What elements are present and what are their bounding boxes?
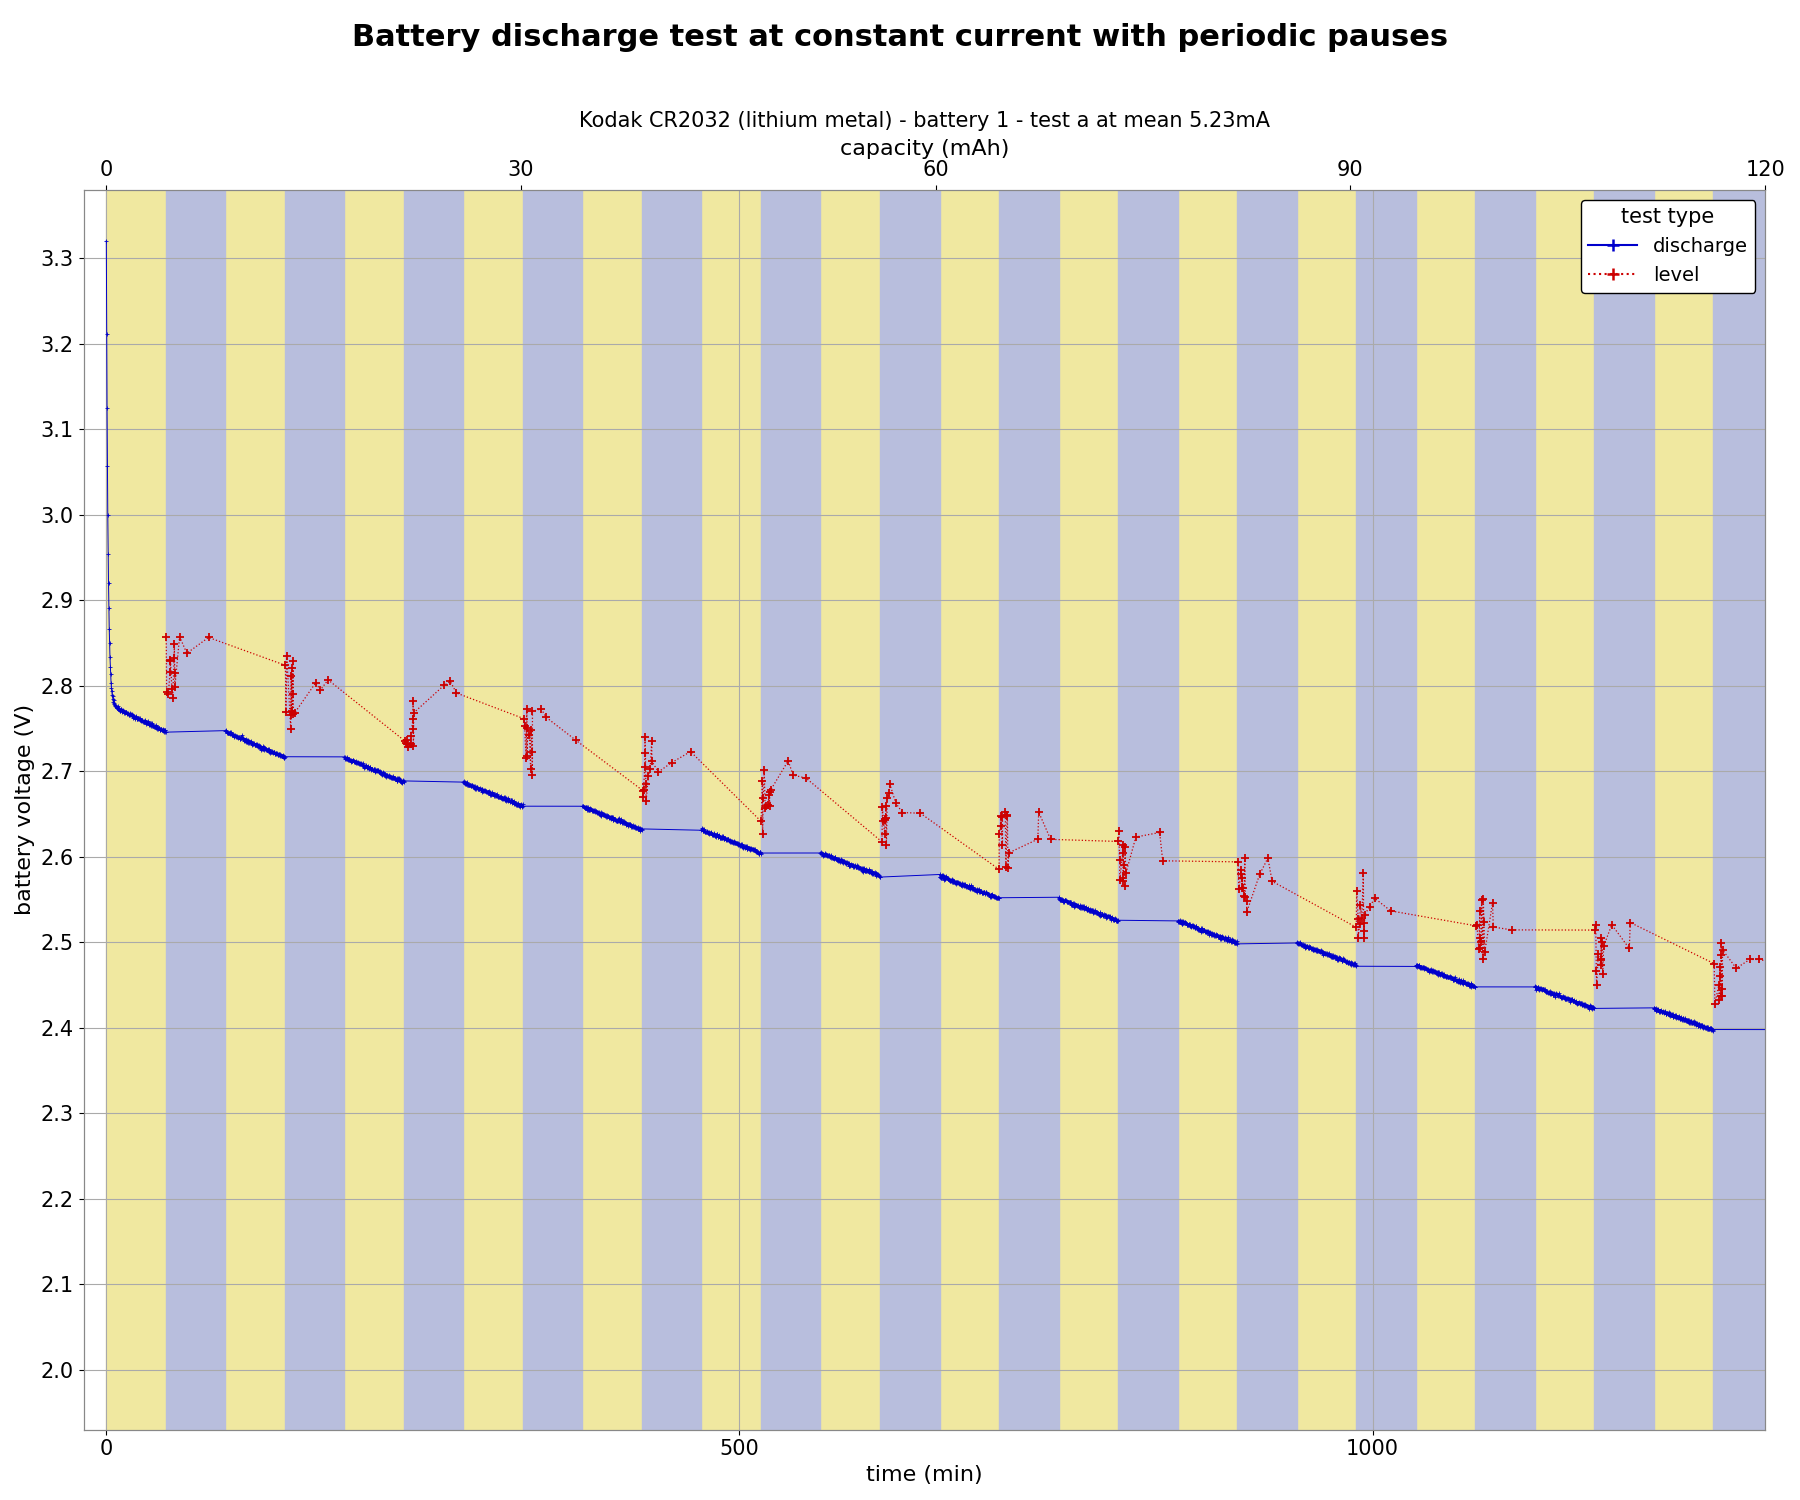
Bar bbox=[1766, 190, 1800, 1430]
Bar bbox=[106, 190, 166, 1430]
Bar bbox=[940, 190, 999, 1430]
Bar bbox=[225, 190, 284, 1430]
Bar bbox=[1766, 190, 1800, 1430]
X-axis label: time (min): time (min) bbox=[866, 1466, 983, 1485]
Bar bbox=[1654, 190, 1714, 1430]
Bar bbox=[1766, 190, 1800, 1430]
Bar bbox=[1766, 190, 1800, 1430]
Legend: discharge, level: discharge, level bbox=[1580, 200, 1755, 292]
Bar bbox=[1766, 190, 1773, 1430]
Bar bbox=[1766, 190, 1800, 1430]
level bbox=[520, 759, 542, 777]
discharge bbox=[223, 726, 245, 744]
Bar bbox=[1766, 190, 1800, 1430]
Bar bbox=[1766, 190, 1800, 1430]
discharge bbox=[95, 232, 117, 250]
Bar bbox=[463, 190, 524, 1430]
Bar bbox=[1766, 190, 1800, 1430]
Bar bbox=[1766, 190, 1800, 1430]
discharge bbox=[1782, 1029, 1800, 1047]
Line: level: level bbox=[162, 633, 1800, 1288]
Text: Battery discharge test at constant current with periodic pauses: Battery discharge test at constant curre… bbox=[353, 22, 1447, 51]
discharge bbox=[1656, 1005, 1678, 1023]
Line: discharge: discharge bbox=[104, 238, 1800, 1304]
Bar bbox=[1766, 190, 1800, 1430]
Bar bbox=[1296, 190, 1355, 1430]
Bar bbox=[1766, 190, 1800, 1430]
Bar bbox=[1766, 190, 1800, 1430]
Bar bbox=[284, 190, 344, 1430]
Bar bbox=[1766, 190, 1800, 1430]
Bar bbox=[1476, 190, 1535, 1430]
Bar bbox=[1766, 190, 1800, 1430]
Bar bbox=[1766, 190, 1800, 1430]
discharge bbox=[378, 766, 400, 784]
level bbox=[283, 684, 304, 702]
Bar bbox=[1766, 190, 1800, 1430]
Bar bbox=[880, 190, 940, 1430]
Bar bbox=[1177, 190, 1237, 1430]
level bbox=[155, 627, 176, 645]
Bar bbox=[583, 190, 643, 1430]
Bar bbox=[166, 190, 225, 1430]
Bar bbox=[821, 190, 880, 1430]
Bar bbox=[1237, 190, 1296, 1430]
Bar bbox=[1766, 190, 1800, 1430]
Bar bbox=[1415, 190, 1476, 1430]
Bar bbox=[643, 190, 702, 1430]
Bar bbox=[1766, 190, 1800, 1430]
Bar bbox=[999, 190, 1058, 1430]
Bar bbox=[761, 190, 821, 1430]
Bar bbox=[1118, 190, 1177, 1430]
Bar bbox=[1058, 190, 1118, 1430]
Bar bbox=[1766, 190, 1800, 1430]
Bar bbox=[1766, 190, 1800, 1430]
Bar bbox=[1595, 190, 1654, 1430]
X-axis label: capacity (mAh): capacity (mAh) bbox=[839, 138, 1010, 159]
Bar bbox=[524, 190, 583, 1430]
level bbox=[875, 810, 896, 828]
Bar bbox=[1535, 190, 1595, 1430]
Bar bbox=[1355, 190, 1415, 1430]
Bar bbox=[1766, 190, 1800, 1430]
Bar bbox=[344, 190, 403, 1430]
Bar bbox=[702, 190, 761, 1430]
Bar bbox=[1766, 190, 1800, 1430]
Bar bbox=[1714, 190, 1766, 1430]
Bar bbox=[1766, 190, 1800, 1430]
Y-axis label: battery voltage (V): battery voltage (V) bbox=[14, 704, 34, 915]
Bar bbox=[1766, 190, 1800, 1430]
Bar bbox=[403, 190, 463, 1430]
Bar bbox=[1766, 190, 1800, 1430]
Title: Kodak CR2032 (lithium metal) - battery 1 - test a at mean 5.23mA: Kodak CR2032 (lithium metal) - battery 1… bbox=[580, 111, 1269, 132]
